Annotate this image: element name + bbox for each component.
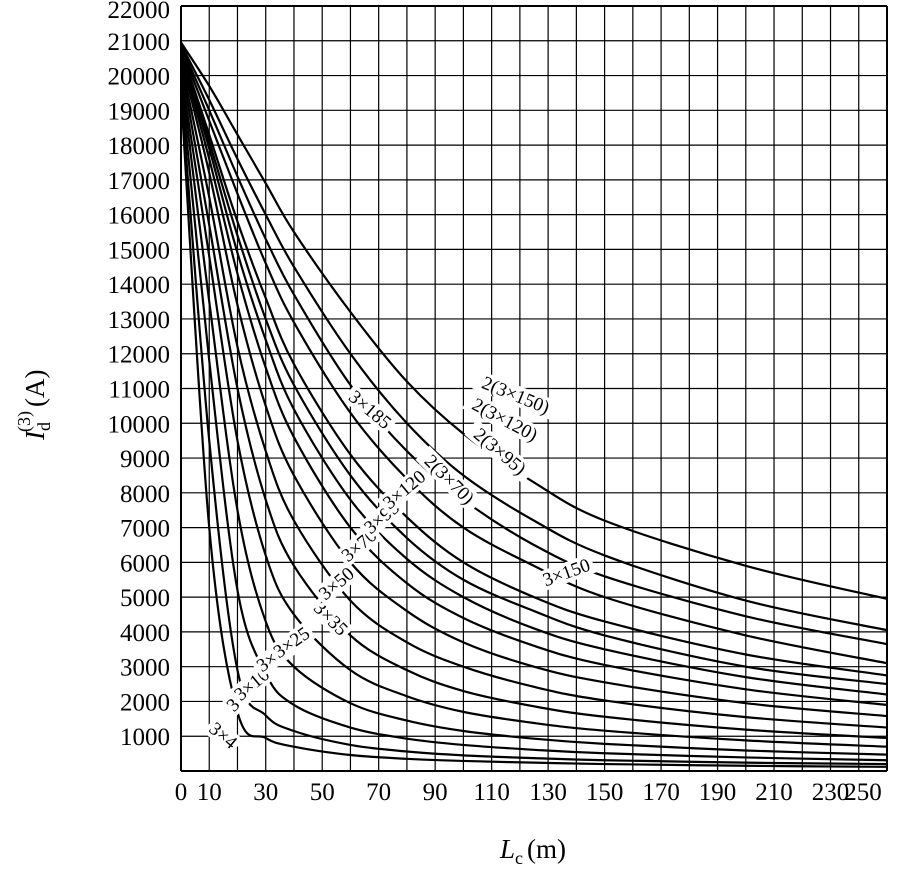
curve-label-bg — [267, 621, 317, 664]
y-tick-label: 13000 — [108, 307, 171, 334]
y-tick-label: 17000 — [108, 168, 171, 195]
x-tick-label: 230 — [812, 779, 850, 806]
series-line — [179, 61, 888, 729]
x-tick-label: 30 — [253, 779, 278, 806]
curve-label-bg — [202, 716, 244, 755]
x-tick-label: 130 — [529, 779, 567, 806]
svg-text:Id(3)(A): Id(3)(A) — [14, 370, 54, 441]
curve-label-bg — [536, 553, 597, 592]
y-tick-label: 12000 — [108, 342, 171, 369]
x-tick-label: 190 — [699, 779, 737, 806]
y-axis-title: Id(3)(A) — [14, 370, 54, 441]
series-line — [179, 89, 888, 766]
x-tick-label: 70 — [366, 779, 391, 806]
curve-label: 3×120 — [376, 464, 433, 516]
x-axis-title: Lc (m) — [499, 834, 566, 866]
curve-label-bg — [472, 369, 560, 421]
curve-label-bg — [376, 464, 433, 516]
y-tick-label: 9000 — [120, 446, 170, 473]
series-line — [179, 92, 888, 768]
series-line — [179, 71, 888, 748]
y-tick-label: 8000 — [120, 481, 170, 508]
x-tick-label: 170 — [642, 779, 680, 806]
x-tick-label: 0 — [175, 779, 188, 806]
y-tick-label: 16000 — [108, 203, 171, 230]
y-tick-label: 18000 — [108, 133, 171, 160]
y-tick-label: 19000 — [108, 98, 171, 125]
x-tick-label: 90 — [423, 779, 448, 806]
y-tick-label: 11000 — [108, 377, 170, 404]
y-tick-label: 10000 — [108, 411, 171, 438]
y-tick-label: 20000 — [108, 64, 171, 91]
y-tick-label: 5000 — [120, 585, 170, 612]
series-line — [180, 41, 888, 600]
y-tick-label: 3000 — [120, 655, 170, 682]
series-line — [179, 57, 888, 718]
series-line — [179, 75, 888, 756]
curve-label-bg — [462, 390, 548, 449]
series-line — [179, 54, 888, 707]
axis-titles: Lc (m) Id(3)(A) — [14, 370, 566, 868]
y-tick-label: 4000 — [120, 620, 170, 647]
series-line — [179, 45, 888, 646]
y-tick-label: 21000 — [108, 29, 171, 56]
y-tick-label: 7000 — [120, 516, 170, 543]
y-tick-label: 6000 — [120, 550, 170, 577]
x-tick-label: 210 — [755, 779, 793, 806]
series-line — [179, 49, 888, 677]
series-line — [179, 47, 888, 665]
x-tick-label: 110 — [473, 779, 510, 806]
series-line — [179, 50, 888, 686]
curve-label-text: 3×185 — [344, 386, 395, 433]
series-line — [179, 64, 888, 740]
y-tick-label: 2000 — [120, 689, 170, 716]
y-tick-label: 15000 — [108, 237, 171, 264]
curve-label-bg — [312, 561, 361, 607]
series-line — [180, 43, 888, 632]
x-tick-label: 50 — [310, 779, 335, 806]
y-tick-label: 1000 — [120, 724, 170, 751]
curve-label-bg — [342, 384, 398, 436]
x-tick-label: 150 — [586, 779, 624, 806]
y-tick-label: 14000 — [108, 272, 171, 299]
x-tick-label: 250 — [844, 779, 882, 806]
curve-label-bg — [464, 419, 536, 484]
curve-label-bg — [307, 595, 355, 642]
curve-label-bg — [415, 445, 484, 514]
curve-label-text: 3×120 — [379, 466, 430, 513]
x-tick-label: 10 — [197, 779, 222, 806]
y-tick-label: 22000 — [108, 0, 171, 24]
series-line — [179, 82, 888, 762]
curve-label: 3×150 — [536, 553, 597, 592]
